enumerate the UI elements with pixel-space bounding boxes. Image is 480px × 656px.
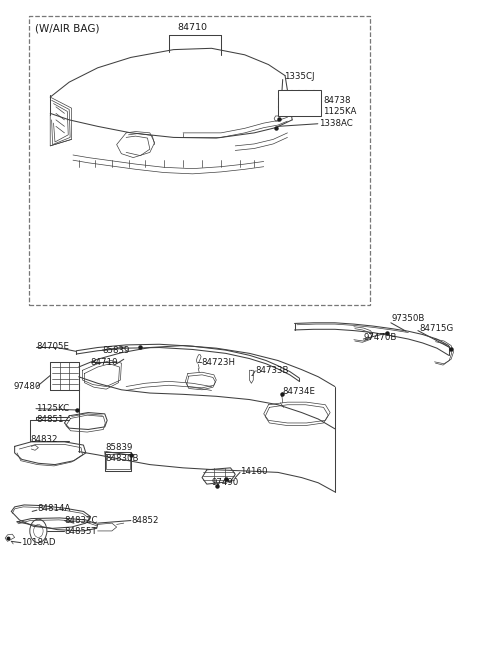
Text: 84830B: 84830B: [106, 453, 139, 462]
Text: 85839: 85839: [102, 346, 130, 356]
Text: 84814A: 84814A: [37, 504, 70, 514]
Text: 1018AD: 1018AD: [21, 538, 55, 547]
Text: 14160: 14160: [240, 466, 267, 476]
Text: 84738: 84738: [324, 96, 351, 105]
Text: 84715G: 84715G: [420, 324, 454, 333]
Text: 84734E: 84734E: [283, 387, 316, 396]
Text: (W/AIR BAG): (W/AIR BAG): [35, 24, 99, 33]
Text: 84723H: 84723H: [201, 358, 235, 367]
Bar: [278, 90, 321, 116]
Text: 97470B: 97470B: [363, 333, 397, 342]
Text: 84832: 84832: [30, 436, 58, 444]
Text: 84710: 84710: [178, 23, 207, 32]
Text: 1125KA: 1125KA: [324, 107, 357, 116]
Text: 84852: 84852: [131, 516, 158, 525]
Text: 84705E: 84705E: [36, 342, 69, 352]
Bar: [29, 16, 371, 305]
Text: 97350B: 97350B: [392, 314, 425, 323]
Text: 1335CJ: 1335CJ: [284, 72, 314, 81]
Text: 84851: 84851: [36, 415, 63, 424]
Text: 97490: 97490: [212, 478, 239, 487]
Text: 84832C: 84832C: [64, 516, 98, 525]
Text: 84855T: 84855T: [64, 527, 97, 536]
Text: 97480: 97480: [13, 382, 41, 391]
Text: 1338AC: 1338AC: [319, 119, 353, 128]
Text: 84710: 84710: [91, 358, 118, 367]
Text: 85839: 85839: [106, 443, 133, 451]
Text: 1125KC: 1125KC: [36, 404, 69, 413]
Text: 84733B: 84733B: [255, 367, 288, 375]
